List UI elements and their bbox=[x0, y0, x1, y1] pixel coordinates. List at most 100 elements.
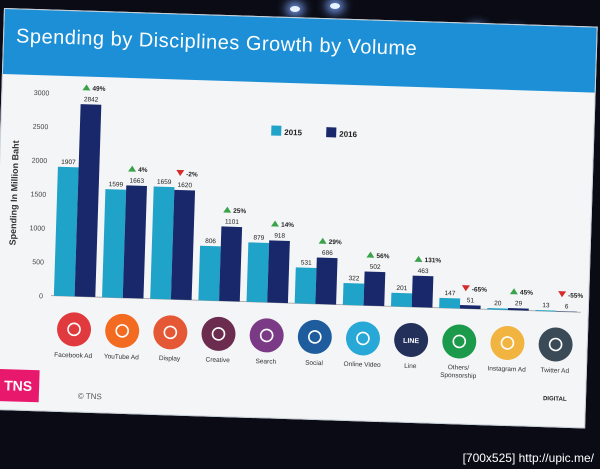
legend-swatch-2015 bbox=[271, 125, 282, 136]
search-icon bbox=[249, 318, 284, 353]
others-icon-glyph bbox=[452, 334, 467, 349]
growth-up-arrow bbox=[128, 165, 137, 172]
growth-up-arrow bbox=[270, 220, 279, 227]
category-label: Display bbox=[159, 355, 181, 363]
growth-label: -2% bbox=[186, 171, 198, 178]
stage-light bbox=[290, 6, 300, 12]
data-label-2016: 918 bbox=[274, 232, 285, 239]
bar-2016-8 bbox=[459, 305, 481, 310]
bar-2015-8 bbox=[439, 297, 461, 309]
data-label-2015: 531 bbox=[301, 260, 312, 267]
category-label: Others/ bbox=[448, 364, 470, 372]
growth-label: 56% bbox=[376, 253, 389, 260]
growth-up-arrow bbox=[509, 288, 518, 295]
line-icon bbox=[394, 322, 429, 357]
legend-label-2015: 2015 bbox=[284, 128, 303, 138]
growth-label: 29% bbox=[329, 239, 342, 246]
bar-2016-6 bbox=[363, 271, 386, 307]
category-label: Search bbox=[255, 358, 276, 366]
tns-logo: TNS bbox=[0, 368, 40, 403]
category-label: Social bbox=[305, 360, 323, 368]
bar-2015-2 bbox=[150, 186, 175, 300]
bar-2016-0 bbox=[74, 104, 102, 298]
bar-2016-1 bbox=[122, 185, 147, 299]
digital-logo: DIGITAL bbox=[542, 396, 567, 403]
y-tick-label: 1500 bbox=[30, 191, 46, 198]
growth-up-arrow bbox=[366, 251, 375, 258]
growth-down-arrow bbox=[461, 285, 470, 292]
presentation-slide: Spending by Disciplines Growth by Volume… bbox=[0, 8, 598, 429]
bar-2016-5 bbox=[315, 257, 338, 305]
legend-swatch-2016 bbox=[326, 127, 337, 138]
bar-2016-3 bbox=[219, 226, 243, 302]
bar-2016-4 bbox=[267, 240, 290, 304]
data-label-2015: 201 bbox=[396, 285, 407, 292]
category-label: Creative bbox=[205, 357, 230, 365]
data-label-2016: 463 bbox=[418, 268, 429, 275]
data-label-2016: 6 bbox=[565, 303, 569, 310]
y-tick-label: 3000 bbox=[34, 90, 50, 97]
data-label-2015: 322 bbox=[348, 275, 359, 282]
data-label-2016: 502 bbox=[370, 264, 381, 271]
bar-2015-10 bbox=[535, 309, 557, 312]
bar-chart: Spending In Million Baht 0 500 1000 1500 2000… bbox=[8, 84, 584, 380]
twitter-icon-glyph bbox=[548, 337, 563, 352]
data-label-2015: 1907 bbox=[61, 159, 76, 166]
bar-2015-1 bbox=[102, 189, 127, 298]
display-icon bbox=[153, 315, 188, 350]
data-label-2015: 879 bbox=[253, 234, 264, 241]
bar-2016-9 bbox=[508, 308, 529, 311]
online-video-icon-glyph bbox=[356, 331, 370, 346]
growth-label: 4% bbox=[138, 167, 148, 174]
growth-label: 14% bbox=[281, 222, 294, 229]
data-label-2016: 686 bbox=[322, 250, 333, 257]
growth-label: -65% bbox=[472, 286, 488, 293]
youtube-icon bbox=[105, 313, 140, 348]
growth-up-arrow bbox=[318, 237, 327, 244]
data-label-2015: 20 bbox=[494, 300, 502, 307]
data-label-2015: 13 bbox=[542, 302, 550, 309]
growth-up-arrow bbox=[223, 206, 232, 213]
y-tick-label: 0 bbox=[39, 293, 43, 300]
y-axis-label: Spending In Million Baht bbox=[8, 140, 21, 245]
copyright-text: © TNS bbox=[77, 391, 102, 402]
social-icon bbox=[297, 319, 332, 354]
data-label-2015: 1599 bbox=[109, 181, 124, 188]
others-icon bbox=[442, 324, 477, 359]
growth-up-arrow bbox=[414, 255, 423, 262]
growth-down-arrow bbox=[558, 291, 567, 298]
bar-2016-2 bbox=[170, 189, 196, 301]
category-label: Facebook Ad bbox=[54, 352, 93, 360]
growth-label: 25% bbox=[233, 208, 246, 215]
data-label-2016: 2842 bbox=[84, 96, 99, 103]
y-tick-label: 2500 bbox=[33, 124, 49, 131]
y-tick-label: 1000 bbox=[29, 225, 45, 232]
facebook-icon bbox=[57, 312, 92, 347]
facebook-icon-glyph bbox=[67, 322, 81, 337]
bar-2015-0 bbox=[53, 166, 79, 297]
bar-2015-4 bbox=[246, 242, 270, 303]
growth-label: 131% bbox=[424, 257, 441, 265]
bar-2015-6 bbox=[342, 283, 365, 306]
data-label-2016: 51 bbox=[467, 297, 475, 304]
watermark: [700x525] http://upic.me/ bbox=[462, 451, 594, 465]
growth-up-arrow bbox=[82, 84, 91, 91]
bar-2015-7 bbox=[390, 292, 413, 307]
growth-down-arrow bbox=[176, 169, 185, 176]
instagram-icon-glyph bbox=[500, 336, 515, 350]
category-label: Instagram Ad bbox=[487, 365, 526, 373]
data-label-2015: 806 bbox=[205, 238, 216, 245]
social-icon-glyph bbox=[308, 330, 322, 344]
twitter-icon bbox=[538, 327, 573, 362]
creative-icon-glyph bbox=[211, 327, 226, 341]
growth-label: 49% bbox=[92, 86, 105, 93]
data-label-2016: 1101 bbox=[225, 219, 240, 226]
display-icon-glyph bbox=[163, 325, 178, 340]
category-label: YouTube Ad bbox=[104, 353, 140, 361]
stage-light bbox=[330, 3, 340, 9]
bar-2015-3 bbox=[198, 245, 221, 301]
line-icon-text: LINE bbox=[403, 338, 419, 346]
bar-2015-9 bbox=[487, 307, 509, 310]
growth-label: 45% bbox=[520, 289, 533, 296]
